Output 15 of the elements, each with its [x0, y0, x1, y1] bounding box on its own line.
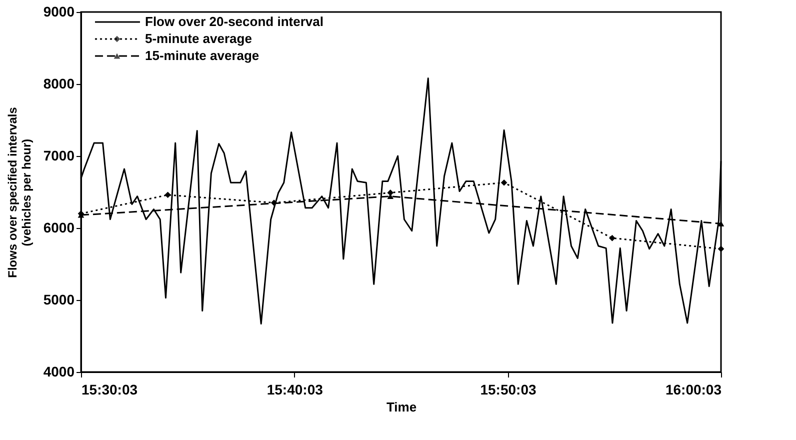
y-tick-label: 5000	[43, 292, 75, 308]
x-tick-label: 15:50:03	[480, 382, 536, 398]
x-tick-label: 16:00:03	[665, 382, 722, 398]
x-tick-label: 15:40:03	[266, 382, 324, 398]
x-axis-title: Time	[386, 400, 417, 414]
y-tick-label: 6000	[43, 220, 75, 236]
x-tick-label: 15:30:03	[82, 382, 138, 398]
y-tick-label: 8000	[43, 76, 75, 92]
legend-label: 5-minute average	[145, 31, 252, 46]
legend-label: 15-minute average	[145, 48, 260, 63]
y-axis-title: Flows over specified intervals (vehicles per hour)	[5, 106, 34, 278]
y-tick-label: 9000	[43, 4, 75, 20]
y-tick-label: 4000	[43, 364, 75, 380]
legend-label: Flow over 20-second interval	[145, 14, 324, 29]
y-tick-label: 7000	[43, 148, 75, 164]
